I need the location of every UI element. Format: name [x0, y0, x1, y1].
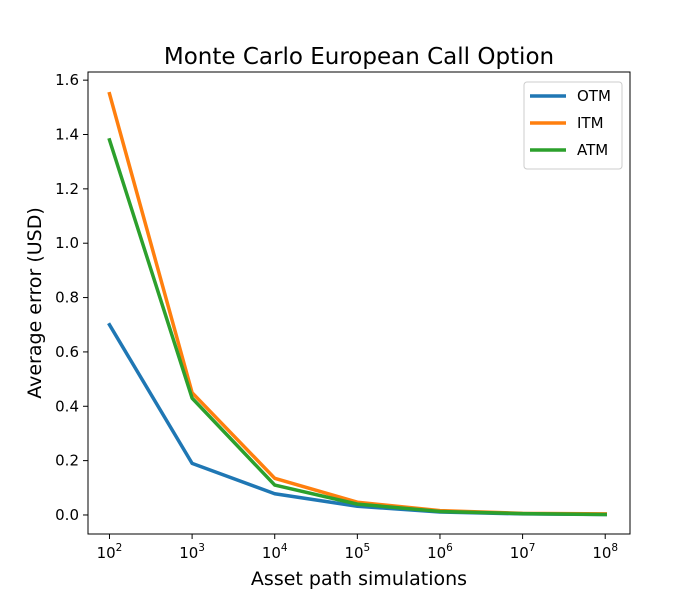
- legend-box: [523, 81, 623, 170]
- y-axis-title: Average error (USD): [24, 207, 46, 399]
- y-tick-label: 0.2: [55, 452, 79, 470]
- x-tick-label: 103: [179, 542, 205, 562]
- x-tick-label: 107: [510, 542, 536, 562]
- y-tick-label: 0.6: [55, 343, 79, 361]
- y-tick-label: 0.8: [55, 289, 79, 307]
- y-tick-label: 1.6: [55, 71, 79, 89]
- series-line-atm: [107, 137, 607, 517]
- legend-label-itm: ITM: [577, 114, 604, 132]
- x-axis-title: Asset path simulations: [251, 568, 467, 590]
- x-tick-label: 102: [97, 542, 123, 562]
- legend-label-atm: ATM: [577, 141, 608, 159]
- y-tick-label: 1.2: [55, 180, 79, 198]
- y-axis-ticks: 0.0 0.2 0.4 0.6 0.8 1.0 1.2 1.4 1.6: [55, 71, 88, 524]
- plot-frame: [87, 71, 631, 535]
- y-tick-label: 1.4: [55, 126, 79, 144]
- x-tick-label: 108: [592, 542, 618, 562]
- x-tick-label: 105: [344, 542, 370, 562]
- y-tick-label: 0.4: [55, 397, 79, 415]
- series-layer: [107, 91, 607, 517]
- legend-label-otm: OTM: [577, 87, 611, 105]
- y-tick-label: 0.0: [55, 506, 79, 524]
- chart-title: Monte Carlo European Call Option: [164, 44, 554, 70]
- x-tick-label: 106: [427, 542, 453, 562]
- y-tick-label: 1.0: [55, 234, 79, 252]
- x-axis-ticks: 102 103 104 105 106 107 108: [97, 534, 618, 562]
- legend: OTM ITM ATM: [523, 81, 623, 170]
- x-tick-label: 104: [262, 542, 288, 562]
